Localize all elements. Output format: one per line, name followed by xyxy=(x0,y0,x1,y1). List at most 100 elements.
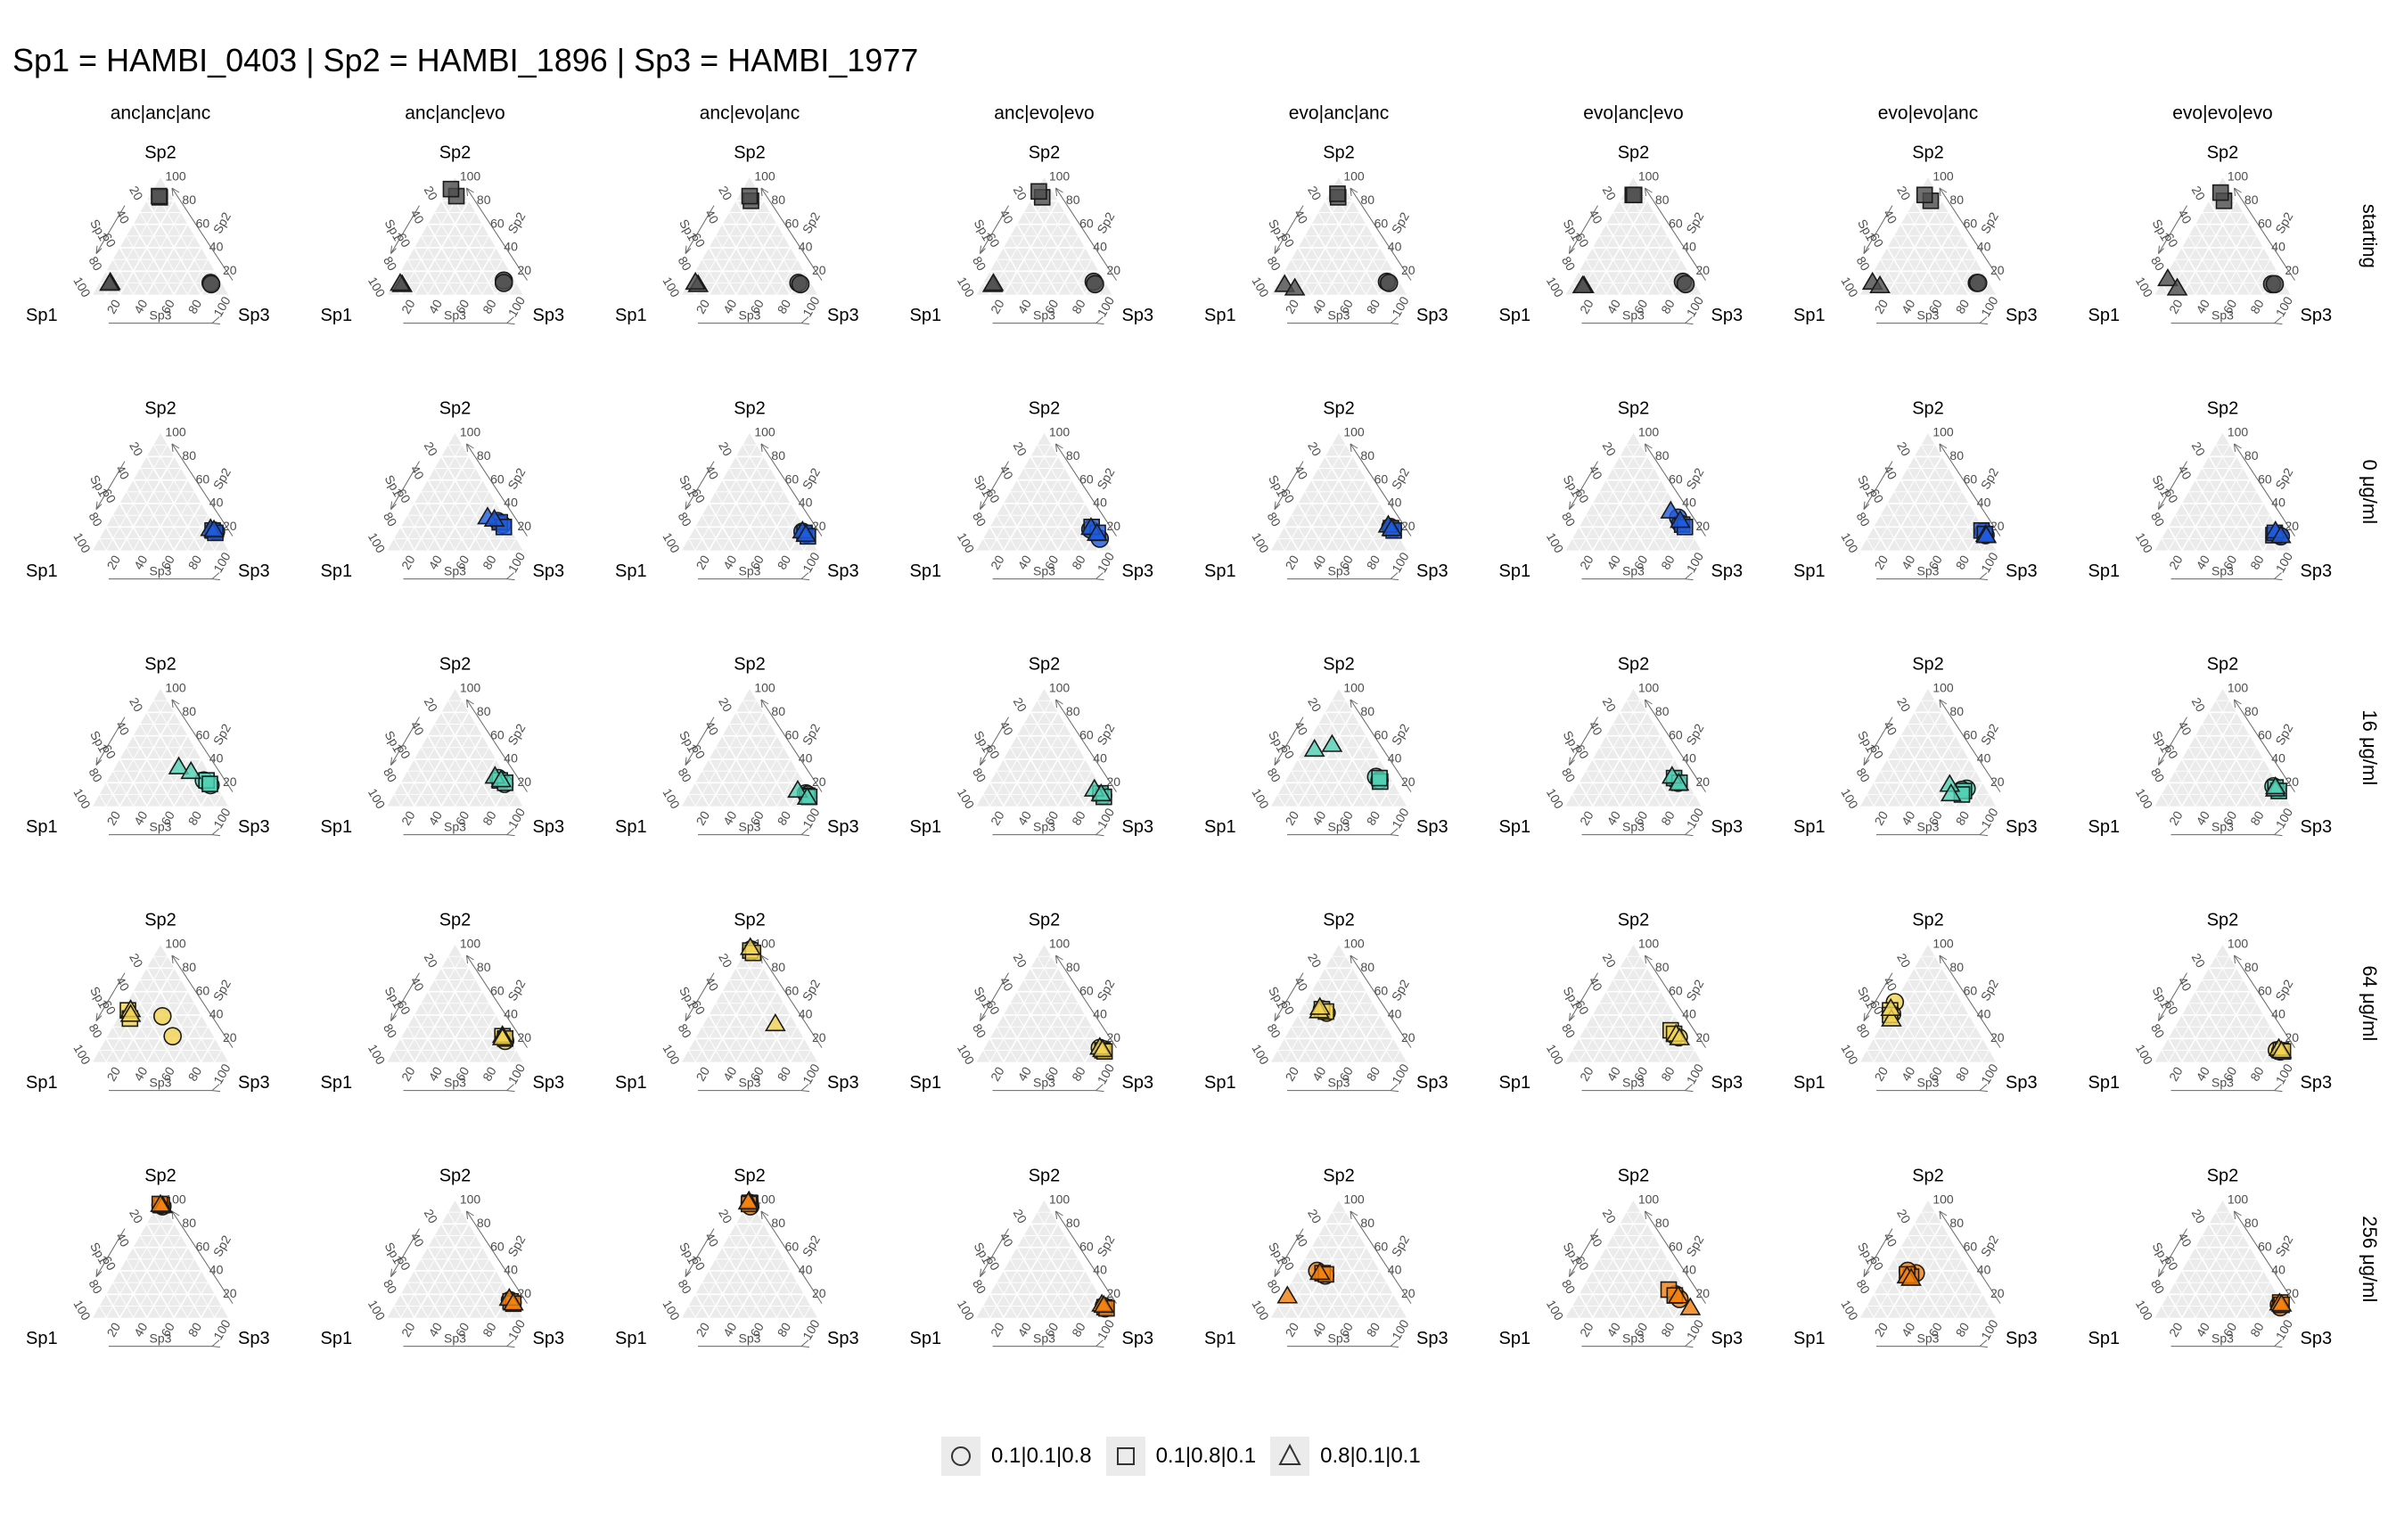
grid-line xyxy=(2181,247,2210,296)
axis-title-sp2: Sp2 xyxy=(2272,977,2295,1003)
tick-label-sp3: 40 xyxy=(425,1064,445,1084)
tick-label-sp2: 60 xyxy=(1079,216,1094,230)
grid-line xyxy=(989,188,1052,295)
tick-label-sp1: 60 xyxy=(2162,742,2181,762)
tick-label-sp1: 20 xyxy=(1011,1207,1030,1226)
grid-line xyxy=(1297,247,1326,296)
tick-label-sp1: 100 xyxy=(2133,786,2156,811)
tick-label-sp2: 100 xyxy=(1932,937,1954,951)
grid-line xyxy=(722,468,771,551)
tick-label-sp3: 20 xyxy=(2166,1064,2186,1084)
vertex-label-sp1: Sp1 xyxy=(615,306,647,325)
tick-label-sp3: 100 xyxy=(800,806,823,831)
tick-label-sp2: 80 xyxy=(477,448,491,463)
grid-line xyxy=(743,1211,805,1318)
tick-label-sp3: 100 xyxy=(1978,294,2001,319)
grid-line xyxy=(1003,1014,1031,1063)
axis-title-sp2: Sp2 xyxy=(800,1233,823,1259)
grid-line xyxy=(2222,235,2257,295)
grid-line xyxy=(1071,1026,1093,1062)
grid-line xyxy=(1016,212,1065,295)
tick-label-sp2: 80 xyxy=(182,704,196,718)
tick-label-sp1: 40 xyxy=(1586,718,1605,738)
tick-label-sp1: 40 xyxy=(113,718,133,738)
tick-label-sp3: 60 xyxy=(747,1320,767,1339)
tick-label-sp3: 40 xyxy=(2193,1320,2212,1339)
tick-label-sp2: 100 xyxy=(754,1192,775,1207)
axis-arrow-sp1 xyxy=(390,1268,392,1277)
grid-line xyxy=(160,491,195,551)
grid-line xyxy=(481,1282,504,1318)
vertex-label-sp2: Sp2 xyxy=(144,1166,176,1185)
tick-label-sp2: 20 xyxy=(1990,263,2005,277)
tick-label-sp2: 40 xyxy=(2271,496,2285,510)
grid-line xyxy=(112,1282,134,1318)
grid-line xyxy=(2161,1050,2170,1062)
grid-line xyxy=(776,770,798,807)
grid-line xyxy=(434,1235,483,1318)
column-strip-label: anc|evo|evo xyxy=(994,103,1095,124)
grid-line xyxy=(1378,1037,1394,1063)
grid-line xyxy=(728,1235,777,1318)
tick-label-sp2: 60 xyxy=(785,727,800,741)
tick-label-sp2: 20 xyxy=(2285,774,2300,789)
chart-title: Sp1 = HAMBI_0403 | Sp2 = HAMBI_1896 | Sp… xyxy=(12,42,919,78)
tick-label-sp3: 60 xyxy=(453,553,472,572)
grid-line xyxy=(393,1306,402,1318)
tick-label-sp1: 40 xyxy=(2175,207,2195,226)
tick-label-sp1: 80 xyxy=(970,1277,989,1297)
vertex-label-sp1: Sp1 xyxy=(26,1073,58,1093)
tick-label-sp3: 20 xyxy=(1871,553,1891,572)
tick-label-sp3: 100 xyxy=(1978,1061,2001,1086)
grid-line xyxy=(2168,955,2230,1062)
grid-line xyxy=(99,538,107,551)
grid-line xyxy=(2202,724,2251,807)
tick-label-sp2: 20 xyxy=(1401,519,1415,533)
legend-label: 0.1|0.1|0.8 xyxy=(991,1444,1092,1468)
data-point-triangle xyxy=(1668,773,1690,791)
tick-label-sp3: 40 xyxy=(1309,1320,1329,1339)
grid-line xyxy=(694,700,757,807)
grid-line xyxy=(1579,700,1641,807)
data-point-triangle xyxy=(765,1012,786,1032)
tick-label-sp1: 40 xyxy=(2175,718,2195,738)
tick-label-sp2: 40 xyxy=(1093,751,1107,766)
tick-label-sp2: 40 xyxy=(1977,1263,1991,1277)
grid-line xyxy=(1023,724,1072,807)
grid-line xyxy=(694,1293,710,1319)
vertex-label-sp2: Sp2 xyxy=(2207,1166,2239,1185)
data-point-triangle xyxy=(795,523,816,543)
grid-line xyxy=(468,503,496,552)
tick-label-sp3: 100 xyxy=(1684,294,1707,319)
tick-label-sp3: 80 xyxy=(185,808,205,828)
axis-arrow-sp1 xyxy=(390,1012,392,1021)
tick-label-sp1: 100 xyxy=(70,786,94,811)
vertex-label-sp1: Sp1 xyxy=(321,1073,353,1093)
vertex-label-sp1: Sp1 xyxy=(321,817,353,837)
tick-label-sp1: 40 xyxy=(113,974,133,994)
grid-line xyxy=(1592,503,1621,552)
axis-arrow-sp1 xyxy=(1863,757,1866,766)
tick-label-sp3: 20 xyxy=(693,297,712,316)
grid-line xyxy=(400,444,463,551)
tick-label-sp1: 40 xyxy=(1881,1230,1900,1249)
row-strip-label: 256 μg/ml xyxy=(2359,1216,2381,1302)
grid-line xyxy=(1332,1211,1394,1318)
tick-label-sp3: 80 xyxy=(185,1064,205,1084)
tick-label-sp3: 80 xyxy=(775,553,794,572)
grid-line xyxy=(1057,1014,1086,1063)
grid-line xyxy=(1686,1050,1695,1062)
axis-arrow-sp3 xyxy=(1095,1346,1104,1348)
grid-line xyxy=(702,770,723,807)
tick-label-sp1: 60 xyxy=(1572,1254,1592,1274)
tick-label-sp1: 100 xyxy=(1544,1298,1567,1323)
grid-line xyxy=(1941,247,1970,296)
tick-label-sp3: 40 xyxy=(1014,297,1034,316)
tick-label-sp2: 60 xyxy=(1964,471,1978,486)
tick-label-sp3: 20 xyxy=(1282,1064,1301,1084)
tick-label-sp1: 60 xyxy=(983,487,1003,506)
axis-title-sp2: Sp2 xyxy=(1389,977,1412,1003)
tick-label-sp2: 100 xyxy=(165,425,186,439)
